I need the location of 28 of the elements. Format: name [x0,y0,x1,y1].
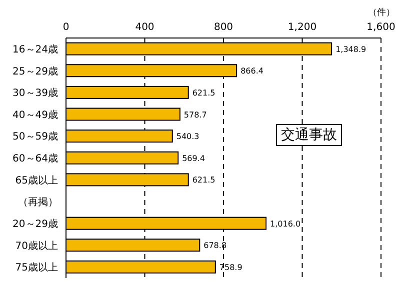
annotation: 交通事故 [276,124,342,146]
y-tick-label: 16～24歳 [12,43,58,56]
y-tick-label: （再掲） [18,196,58,208]
data-label: 621.5 [192,88,216,98]
data-label: 758.9 [219,262,242,272]
y-tick-label: 60～64歳 [12,152,58,165]
x-tick-label: 1,600 [366,22,396,33]
y-tick-label: 40～49歳 [12,108,58,121]
y-tick-label: 75歳以上 [15,262,58,274]
data-label: 678.8 [204,241,227,250]
data-label: 621.5 [192,176,216,185]
data-label: 540.3 [176,132,200,142]
x-tick-label: 1,200 [288,22,317,33]
data-label: 1,348.9 [336,44,366,54]
y-tick-label: 20～29歳 [12,218,58,230]
y-tick-label: 50～59歳 [12,130,58,143]
data-label: 578.7 [184,110,207,120]
y-tick-label: 30～39歳 [12,87,58,100]
data-label: 569.4 [182,154,206,163]
x-tick-label: 800 [214,22,234,33]
x-tick-label: 0 [62,22,70,33]
y-tick-label: 25～29歳 [12,65,58,78]
data-label: 866.4 [240,66,264,76]
x-tick-label: 400 [135,22,154,33]
y-tick-label: 65歳以上 [15,174,58,186]
y-tick-label: 70歳以上 [15,240,58,252]
x-axis-title: （件） [368,6,395,19]
data-label: 1,016.0 [270,219,301,228]
